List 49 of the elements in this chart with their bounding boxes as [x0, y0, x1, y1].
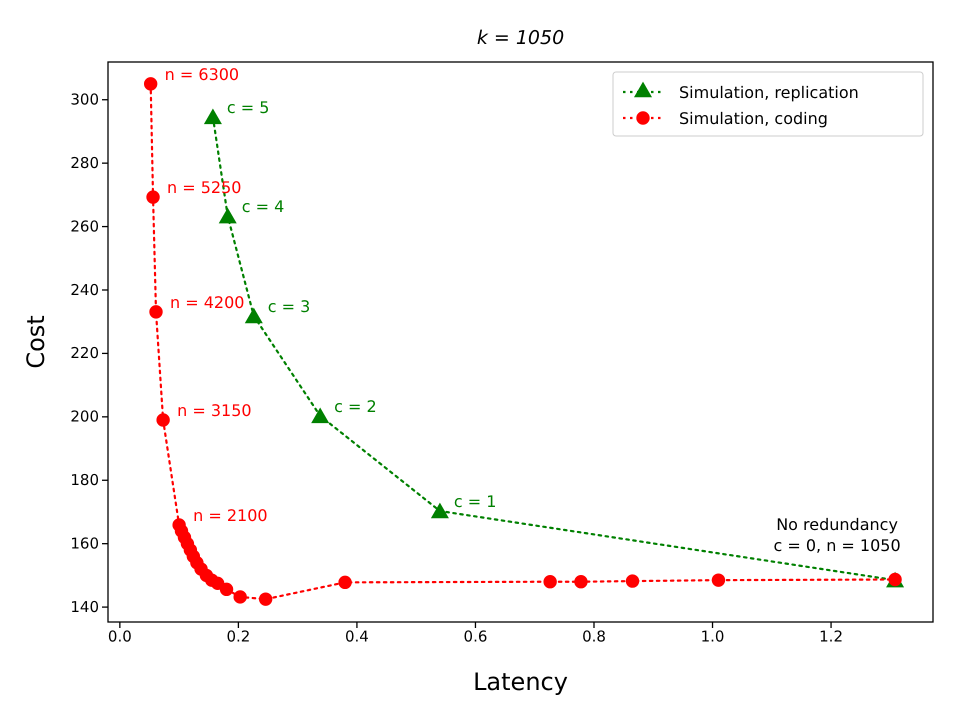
y-tick-label: 160: [70, 534, 99, 552]
point: [311, 407, 330, 424]
annotation: c = 3: [268, 297, 310, 316]
point: [218, 208, 237, 224]
annotation: n = 6300: [164, 64, 240, 84]
point: [146, 190, 160, 204]
point: [144, 77, 158, 91]
x-axis-title: Latency: [473, 668, 568, 696]
x-tick-label: 1.0: [700, 628, 724, 646]
legend-label: Simulation, replication: [679, 83, 859, 102]
legend-label: Simulation, coding: [679, 109, 828, 128]
x-tick-label: 0.0: [108, 628, 132, 646]
x-tick-label: 0.6: [464, 628, 488, 646]
point: [574, 575, 588, 588]
point: [712, 573, 726, 587]
point: [338, 576, 352, 590]
point: [233, 590, 247, 604]
annotation: c = 2: [334, 396, 377, 416]
chart-title: k = 1050: [476, 27, 564, 49]
y-tick-label: 220: [70, 344, 99, 362]
y-axis-title: Cost: [22, 315, 50, 369]
y-tick-label: 180: [70, 471, 99, 490]
y-tick-label: 280: [70, 154, 99, 172]
y-tick-label: 140: [70, 598, 99, 616]
annotation: n = 2100: [193, 506, 268, 525]
point: [244, 308, 263, 324]
annotation: c = 5: [226, 98, 270, 117]
y-tick-label: 300: [70, 90, 99, 109]
x-tick-label: 0.2: [226, 628, 250, 646]
x-tick-label: 1.2: [819, 628, 843, 646]
annotation: n = 5250: [167, 178, 242, 198]
y-tick-label: 260: [70, 217, 99, 236]
y-tick-label: 200: [70, 408, 99, 426]
point: [204, 108, 222, 124]
point: [220, 582, 234, 596]
point: [430, 502, 449, 518]
point: [543, 575, 557, 588]
annotation: No redundancy c = 0, n = 1050: [773, 514, 901, 555]
point: [626, 574, 640, 588]
point: [149, 305, 163, 319]
annotation: n = 4200: [170, 292, 244, 312]
annotation: n = 3150: [177, 401, 252, 420]
annotation: c = 4: [242, 197, 284, 216]
x-tick-label: 0.4: [344, 628, 369, 646]
annotation: c = 1: [454, 492, 496, 512]
x-tick-label: 0.8: [582, 628, 606, 646]
y-tick-label: 240: [70, 280, 99, 299]
point: [156, 413, 170, 427]
point: [258, 592, 272, 606]
